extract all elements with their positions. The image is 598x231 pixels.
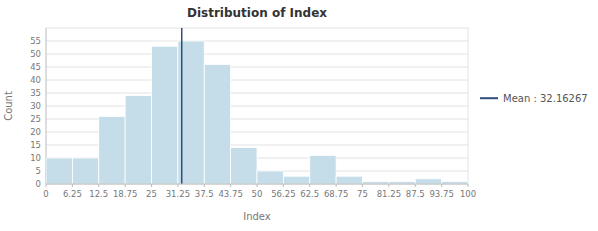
x-tick bbox=[230, 184, 231, 187]
x-tick-label: 100 bbox=[460, 189, 476, 199]
x-ticks: 0 6.25 12.5 18.75 25 31.25 37.5 43.75 50 56.25 62.… bbox=[43, 184, 476, 199]
plot-right-line bbox=[468, 28, 469, 184]
legend-swatch bbox=[480, 97, 498, 99]
y-tick-label: 40 bbox=[30, 75, 41, 85]
y-ticks: 0 5 10 15 20 25 30 35 40 45 50 55 bbox=[30, 36, 41, 189]
x-tick-label: 68.75 bbox=[324, 189, 348, 199]
bar bbox=[310, 155, 336, 184]
x-tick bbox=[283, 184, 284, 187]
x-tick bbox=[204, 184, 205, 187]
x-tick-label: 0 bbox=[43, 189, 48, 199]
y-tick-label: 50 bbox=[30, 49, 41, 59]
x-tick bbox=[415, 184, 416, 187]
grid-line bbox=[46, 93, 468, 94]
x-tick-label: 93.75 bbox=[429, 189, 453, 199]
x-tick-label: 25 bbox=[146, 189, 157, 199]
bar bbox=[415, 179, 441, 184]
x-tick bbox=[257, 184, 258, 187]
x-tick-label: 43.75 bbox=[218, 189, 242, 199]
grid-line bbox=[46, 80, 468, 81]
x-tick-label: 56.25 bbox=[271, 189, 295, 199]
bar bbox=[99, 116, 125, 184]
x-tick bbox=[441, 184, 442, 187]
x-tick bbox=[72, 184, 73, 187]
bar bbox=[231, 148, 257, 184]
y-tick-label: 10 bbox=[30, 153, 41, 163]
bar bbox=[283, 176, 309, 184]
y-tick-label: 5 bbox=[36, 166, 41, 176]
x-tick bbox=[336, 184, 337, 187]
y-tick-label: 45 bbox=[30, 62, 41, 72]
x-tick bbox=[151, 184, 152, 187]
x-tick-label: 31.25 bbox=[166, 189, 190, 199]
legend: Mean : 32.16267 bbox=[480, 93, 588, 104]
y-tick-label: 55 bbox=[30, 36, 41, 46]
chart: 06.2512.518.752531.2537.543.755056.2562.… bbox=[0, 0, 598, 231]
x-tick bbox=[46, 184, 47, 187]
x-tick-label: 12.5 bbox=[89, 189, 108, 199]
grid-line bbox=[46, 41, 468, 42]
bar bbox=[72, 158, 98, 184]
x-tick bbox=[125, 184, 126, 187]
legend-label: Mean : 32.16267 bbox=[503, 93, 588, 104]
x-tick-label: 50 bbox=[252, 189, 263, 199]
bar bbox=[336, 176, 362, 184]
y-tick-label: 25 bbox=[30, 114, 41, 124]
y-tick-label: 20 bbox=[30, 127, 41, 137]
grid-line bbox=[46, 106, 468, 107]
y-tick-label: 0 bbox=[36, 179, 41, 189]
bar bbox=[204, 64, 230, 184]
grid-line bbox=[46, 67, 468, 68]
mean-line bbox=[181, 28, 183, 184]
plot-top-line bbox=[46, 28, 468, 29]
x-tick-label: 75 bbox=[357, 189, 368, 199]
x-tick-label: 6.25 bbox=[63, 189, 82, 199]
x-tick bbox=[388, 184, 389, 187]
x-tick bbox=[177, 184, 178, 187]
grid-line bbox=[46, 54, 468, 55]
x-axis-label: Index bbox=[243, 211, 271, 222]
title: Distribution of Index bbox=[187, 6, 327, 20]
y-tick-label: 30 bbox=[30, 101, 41, 111]
x-tick-label: 37.5 bbox=[195, 189, 214, 199]
y-tick-label: 35 bbox=[30, 88, 41, 98]
y-axis-label: Count bbox=[3, 91, 14, 121]
x-tick bbox=[309, 184, 310, 187]
bar bbox=[125, 96, 151, 184]
x-tick-label: 81.25 bbox=[377, 189, 401, 199]
x-tick-label: 18.75 bbox=[113, 189, 137, 199]
bar bbox=[152, 46, 178, 184]
x-tick bbox=[362, 184, 363, 187]
x-tick bbox=[468, 184, 469, 187]
bar bbox=[46, 158, 72, 184]
x-tick-label: 87.5 bbox=[406, 189, 425, 199]
grid bbox=[46, 41, 468, 184]
bar bbox=[257, 171, 283, 184]
x-tick bbox=[98, 184, 99, 187]
plot-area bbox=[46, 28, 468, 184]
y-tick-label: 15 bbox=[30, 140, 41, 150]
x-tick-label: 62.5 bbox=[300, 189, 319, 199]
